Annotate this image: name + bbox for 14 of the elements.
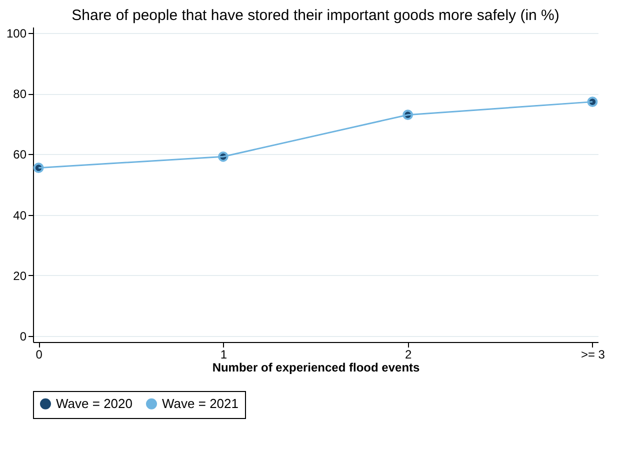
chart-title: Share of people that have stored their important goods more safely (in %) xyxy=(72,7,560,24)
y-tick-label: 40 xyxy=(13,208,27,222)
y-tick-label: 100 xyxy=(6,26,27,41)
x-tick-label: 1 xyxy=(220,348,228,362)
legend-label: Wave = 2020 xyxy=(56,396,132,411)
x-tick-label: 2 xyxy=(404,348,412,362)
x-tick-label: 0 xyxy=(36,348,43,362)
x-axis-title: Number of experienced flood events xyxy=(212,360,420,374)
y-tick-label: 20 xyxy=(13,268,27,283)
legend-label: Wave = 2021 xyxy=(162,396,238,411)
x-tick-label: >= 3 xyxy=(580,348,606,362)
y-tick-label: 60 xyxy=(13,148,27,162)
y-tick-label: 80 xyxy=(13,87,27,102)
y-tick-label: 0 xyxy=(20,329,27,344)
